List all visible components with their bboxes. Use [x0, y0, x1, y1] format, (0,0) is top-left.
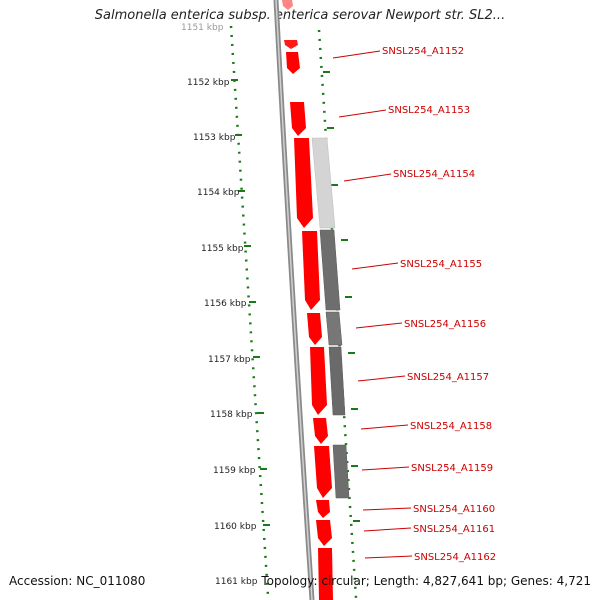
gene-arrow-small[interactable]	[284, 40, 298, 49]
gene-arrow[interactable]	[290, 102, 306, 136]
gene-label[interactable]: SNSL254_A1162	[414, 552, 496, 563]
scale-label: 1158 kbp	[210, 410, 253, 420]
scale-label: 1161 kbp	[215, 577, 258, 587]
gene-label[interactable]: SNSL254_A1155	[400, 259, 482, 270]
gene-arrow[interactable]	[286, 52, 300, 74]
gene-arrows	[282, 0, 333, 600]
topology-text: Topology: circular; Length: 4,827,641 bp…	[261, 574, 591, 588]
gene-label[interactable]: SNSL254_A1160	[413, 504, 495, 515]
scale-left-ticks: 1151 kbp 1152 kbp 1153 kbp 1154 kbp 1155…	[181, 23, 270, 587]
gene-arrow[interactable]	[310, 347, 327, 415]
shade-block-dark	[325, 311, 343, 346]
gene-arrow[interactable]	[316, 520, 332, 546]
accession-text: Accession: NC_011080	[9, 574, 146, 588]
gene-labels: SNSL254_A1152 SNSL254_A1153 SNSL254_A115…	[382, 46, 496, 563]
gene-label[interactable]: SNSL254_A1152	[382, 46, 464, 57]
scale-right-ticks	[323, 71, 360, 522]
scale-label: 1154 kbp	[197, 188, 240, 198]
gene-arrow[interactable]	[294, 138, 313, 228]
scale-label: 1153 kbp	[193, 133, 236, 143]
gene-label[interactable]: SNSL254_A1161	[413, 524, 495, 535]
scale-label: 1155 kbp	[201, 244, 244, 254]
shade-block-dark	[328, 346, 346, 416]
scale-label: 1152 kbp	[187, 78, 230, 88]
gene-arrow[interactable]	[318, 548, 333, 600]
scale-left-dots	[229, 25, 270, 597]
gene-label[interactable]: SNSL254_A1159	[411, 463, 493, 474]
scale-label: 1160 kbp	[214, 522, 257, 532]
gene-label[interactable]: SNSL254_A1158	[410, 421, 492, 432]
gene-arrow-top-partial[interactable]	[282, 0, 293, 10]
gene-label[interactable]: SNSL254_A1156	[404, 319, 486, 330]
gene-arrow[interactable]	[313, 418, 328, 444]
gene-label[interactable]: SNSL254_A1153	[388, 105, 470, 116]
shade-block-dark	[319, 229, 341, 311]
gene-leader-lines	[332, 50, 413, 559]
shade-block-light	[311, 137, 336, 229]
scale-label: 1157 kbp	[208, 355, 251, 365]
gene-arrow[interactable]	[314, 446, 332, 498]
gene-label[interactable]: SNSL254_A1157	[407, 372, 489, 383]
scale-label: 1159 kbp	[213, 466, 256, 476]
gene-label[interactable]: SNSL254_A1154	[393, 169, 475, 180]
scale-label: 1156 kbp	[204, 299, 247, 309]
gene-arrow[interactable]	[307, 313, 322, 345]
map-title: Salmonella enterica subsp. enterica sero…	[94, 8, 506, 23]
backbone-highlight	[275, 0, 313, 600]
scale-label-partial: 1151 kbp	[181, 23, 224, 33]
feature-shading	[311, 137, 350, 499]
gene-arrow[interactable]	[316, 500, 330, 518]
gene-arrow[interactable]	[302, 231, 320, 310]
shade-block-dark	[332, 444, 350, 499]
